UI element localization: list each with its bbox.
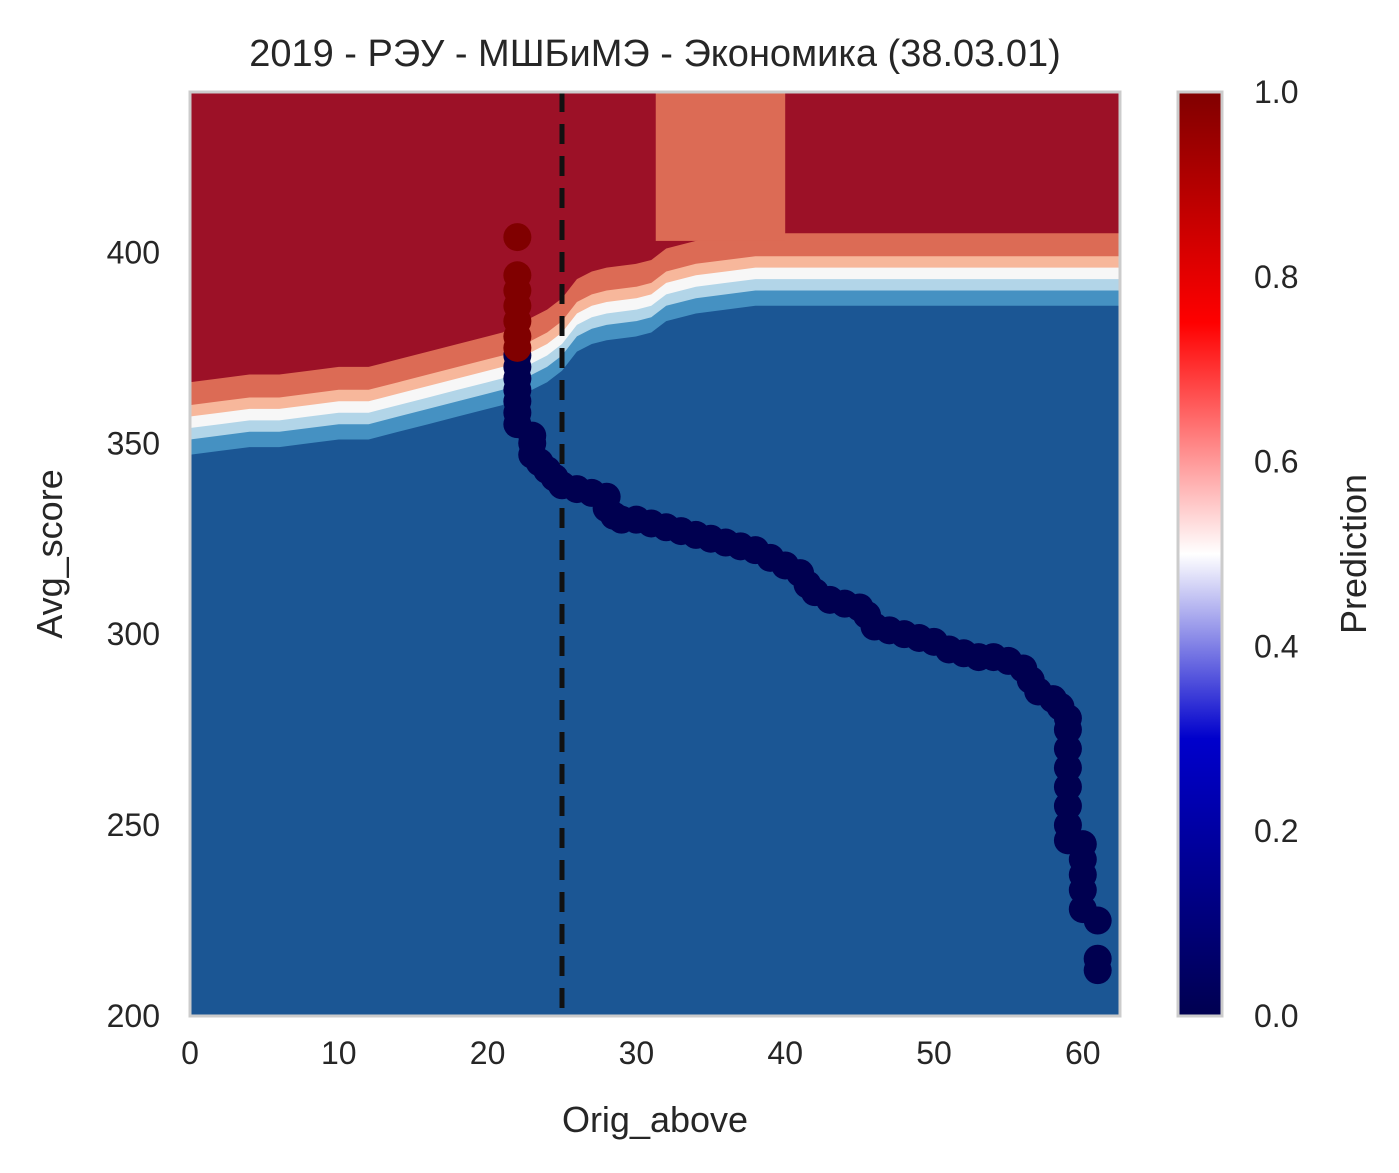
y-axis-label: Avg_score bbox=[29, 469, 70, 638]
y-tick-label: 350 bbox=[107, 425, 160, 461]
chart-title: 2019 - РЭУ - МШБиМЭ - Экономика (38.03.0… bbox=[249, 33, 1061, 75]
colorbar-label: Prediction bbox=[1333, 474, 1374, 634]
scatter-point bbox=[1083, 906, 1112, 935]
scatter-point bbox=[503, 333, 532, 362]
colorbar-tick-label: 0.4 bbox=[1254, 628, 1298, 664]
colorbar-ticks: 0.0 0.2 0.4 0.6 0.8 1.0 bbox=[1254, 74, 1298, 1034]
x-tick-label: 50 bbox=[916, 1035, 952, 1071]
y-tick-label: 400 bbox=[107, 234, 160, 270]
y-tick-label: 300 bbox=[107, 616, 160, 652]
scatter-point bbox=[503, 223, 532, 252]
contour-band-red-dark bbox=[190, 92, 1120, 383]
colorbar-tick-label: 0.8 bbox=[1254, 259, 1298, 295]
x-tick-label: 10 bbox=[321, 1035, 357, 1071]
y-tick-label: 250 bbox=[107, 807, 160, 843]
x-tick-label: 60 bbox=[1065, 1035, 1101, 1071]
colorbar-tick-label: 0.2 bbox=[1254, 813, 1298, 849]
points-rejected bbox=[503, 341, 1112, 985]
colorbar bbox=[1176, 90, 1224, 1018]
y-axis-ticks: 200 250 300 350 400 bbox=[107, 234, 160, 1034]
x-axis-label: Orig_above bbox=[562, 1099, 748, 1140]
points-admitted bbox=[503, 223, 532, 362]
plot-frame bbox=[188, 90, 1122, 1018]
scatter-point bbox=[1083, 956, 1112, 985]
x-tick-label: 20 bbox=[470, 1035, 506, 1071]
colorbar-tick-label: 0.0 bbox=[1254, 998, 1298, 1034]
colorbar-tick-label: 1.0 bbox=[1254, 74, 1298, 110]
colorbar-tick-label: 0.6 bbox=[1254, 444, 1298, 480]
y-tick-label: 200 bbox=[107, 998, 160, 1034]
contour-region-red-mid-block bbox=[655, 92, 786, 241]
x-tick-label: 30 bbox=[619, 1035, 655, 1071]
contour-bands bbox=[190, 92, 1120, 455]
x-tick-label: 0 bbox=[181, 1035, 199, 1071]
x-tick-label: 40 bbox=[767, 1035, 803, 1071]
x-axis-ticks: 0 10 20 30 40 50 60 bbox=[181, 1035, 1100, 1071]
plot-area bbox=[190, 92, 1120, 1016]
